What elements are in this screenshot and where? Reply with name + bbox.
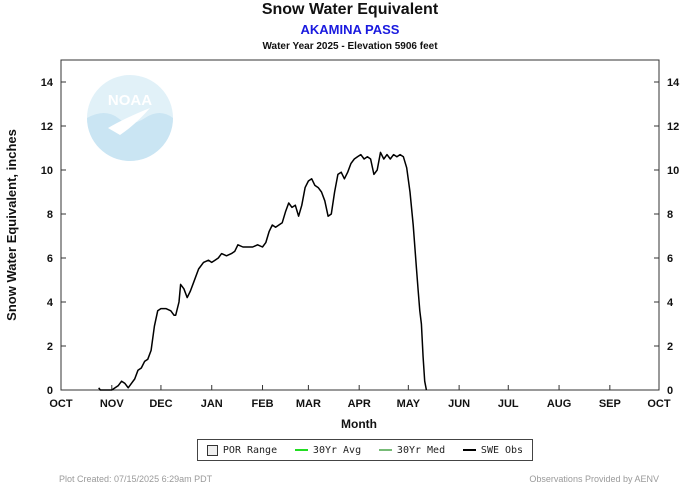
x-tick-label: NOV	[100, 398, 125, 410]
chart-title: Snow Water Equivalent	[261, 1, 439, 18]
legend-swatch-swe-obs	[462, 449, 476, 451]
x-tick-label: SEP	[599, 398, 621, 410]
legend-label-por-range: POR Range	[222, 444, 278, 456]
legend-swatch-por-range	[206, 444, 218, 456]
chart-subtitle: AKAMINA PASS	[300, 22, 400, 37]
x-tick-label: MAY	[397, 398, 421, 410]
x-tick-label: APR	[348, 398, 371, 410]
noaa-logo-icon: NOAA	[87, 75, 173, 161]
x-tick-label: JAN	[201, 398, 223, 410]
y-tick-label-right: 4	[667, 297, 674, 309]
legend-item-swe-obs: SWE Obs	[462, 444, 524, 456]
x-tick-label: FEB	[252, 398, 274, 410]
y-axis-label: Snow Water Equivalent, inches	[4, 129, 19, 321]
data-provider-note: Observations Provided by AENV	[529, 474, 659, 484]
chart-subtitle-elevation: Water Year 2025 - Elevation 5906 feet	[262, 41, 438, 52]
y-tick-label-left: 4	[47, 297, 54, 309]
x-tick-label: DEC	[149, 398, 172, 410]
y-tick-label-left: 14	[41, 77, 54, 89]
y-tick-label-right: 14	[667, 77, 680, 89]
y-tick-label-right: 0	[667, 385, 673, 397]
legend-item-30yr-med: 30Yr Med	[378, 444, 446, 456]
x-tick-label: MAR	[296, 398, 321, 410]
x-tick-label: JUN	[448, 398, 470, 410]
y-tick-label-left: 0	[47, 385, 53, 397]
legend-swatch-30yr-med	[378, 449, 392, 451]
x-tick-label: AUG	[547, 398, 571, 410]
x-tick-label: OCT	[647, 398, 671, 410]
x-tick-label: JUL	[498, 398, 519, 410]
plot-created-note: Plot Created: 07/15/2025 6:29am PDT	[59, 474, 213, 484]
y-tick-label-right: 8	[667, 209, 673, 221]
series-line-swe-obs	[98, 151, 428, 391]
noaa-logo-text: NOAA	[108, 92, 152, 109]
x-tick-label: OCT	[49, 398, 73, 410]
y-tick-label-right: 6	[667, 253, 673, 265]
x-axis-label: Month	[341, 417, 377, 431]
legend: POR Range 30Yr Avg 30Yr Med SWE Obs	[197, 439, 533, 461]
plot-frame	[60, 59, 660, 391]
y-tick-label-right: 12	[667, 121, 679, 133]
y-tick-label-left: 10	[41, 165, 53, 177]
legend-label-30yr-avg: 30Yr Avg	[312, 444, 362, 456]
legend-item-por-range: POR Range	[206, 444, 278, 456]
legend-label-swe-obs: SWE Obs	[480, 444, 524, 456]
legend-label-30yr-med: 30Yr Med	[396, 444, 446, 456]
y-tick-label-left: 2	[47, 341, 53, 353]
legend-swatch-30yr-avg	[294, 449, 308, 451]
y-tick-label-right: 10	[667, 165, 679, 177]
y-tick-label-left: 8	[47, 209, 53, 221]
legend-item-30yr-avg: 30Yr Avg	[294, 444, 362, 456]
y-tick-label-right: 2	[667, 341, 673, 353]
y-tick-label-left: 6	[47, 253, 53, 265]
y-tick-label-left: 12	[41, 121, 53, 133]
